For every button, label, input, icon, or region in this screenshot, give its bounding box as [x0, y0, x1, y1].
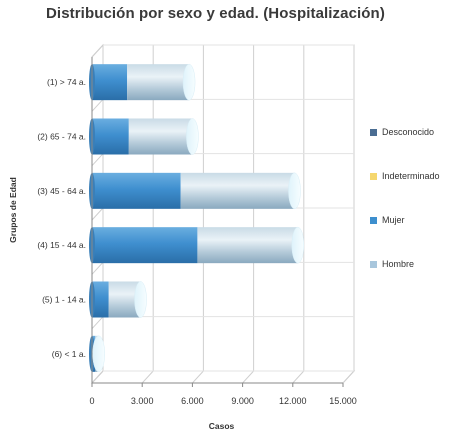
legend-label: Indeterminado — [382, 171, 440, 181]
legend-swatch — [370, 173, 377, 180]
x-tick-label: 6.000 — [181, 396, 204, 406]
grid-line-floor — [192, 370, 204, 384]
grid-line-band — [91, 207, 104, 221]
grid-line-floor — [342, 370, 355, 384]
bar-end-cap — [186, 118, 199, 155]
grid-line-band — [91, 98, 104, 112]
y-tick-label: (4) 15 - 44 a. — [37, 240, 86, 250]
grid-line-band — [91, 370, 104, 384]
legend-swatch — [370, 217, 377, 224]
bar-mujer — [92, 118, 129, 155]
bar-hombre — [180, 172, 295, 209]
y-axis-title: Grupos de Edad — [8, 177, 18, 243]
x-tick-label: 12.000 — [279, 396, 307, 406]
y-tick-label: (6) < 1 a. — [52, 349, 86, 359]
legend-swatch — [370, 261, 377, 268]
grid-line-band — [91, 44, 104, 58]
legend-label: Desconocido — [382, 127, 435, 137]
bar-mujer — [92, 172, 181, 209]
bar-mujer — [92, 64, 128, 101]
y-tick-label: (1) > 74 a. — [47, 77, 86, 87]
x-tick-label: 9.000 — [231, 396, 254, 406]
chart-title: Distribución por sexo y edad. (Hospitali… — [46, 5, 385, 22]
bar-end-cap — [182, 63, 196, 101]
bar-hombre — [197, 227, 298, 264]
bar-end-cap — [92, 335, 105, 373]
grid-line-floor — [141, 370, 154, 384]
bar-end-cap — [134, 281, 147, 318]
grid-line-floor — [242, 370, 254, 384]
x-axis-title: Casos — [209, 421, 235, 431]
x-tick-label: 3.000 — [131, 396, 154, 406]
grid-line-band — [91, 153, 104, 167]
grid-line-floor — [292, 370, 305, 384]
bar-mujer — [92, 281, 109, 318]
y-tick-label: (2) 65 - 74 a. — [37, 132, 86, 142]
bar-end-cap — [291, 226, 305, 264]
legend-label: Hombre — [382, 259, 415, 269]
bar-end-cap — [288, 172, 301, 210]
bar-hombre — [127, 64, 190, 101]
grid-line-band — [91, 261, 104, 275]
plot-floor — [90, 370, 356, 384]
legend-swatch — [370, 129, 377, 136]
grid-line-band — [91, 316, 104, 330]
y-tick-label: (3) 45 - 64 a. — [37, 186, 86, 196]
y-tick-label: (5) 1 - 14 a. — [42, 295, 86, 305]
legend-label: Mujer — [382, 215, 405, 225]
x-tick-label: 15.000 — [329, 396, 357, 406]
bar-mujer — [92, 227, 198, 264]
bar-hombre — [128, 118, 193, 155]
x-tick-label: 0 — [89, 396, 94, 406]
